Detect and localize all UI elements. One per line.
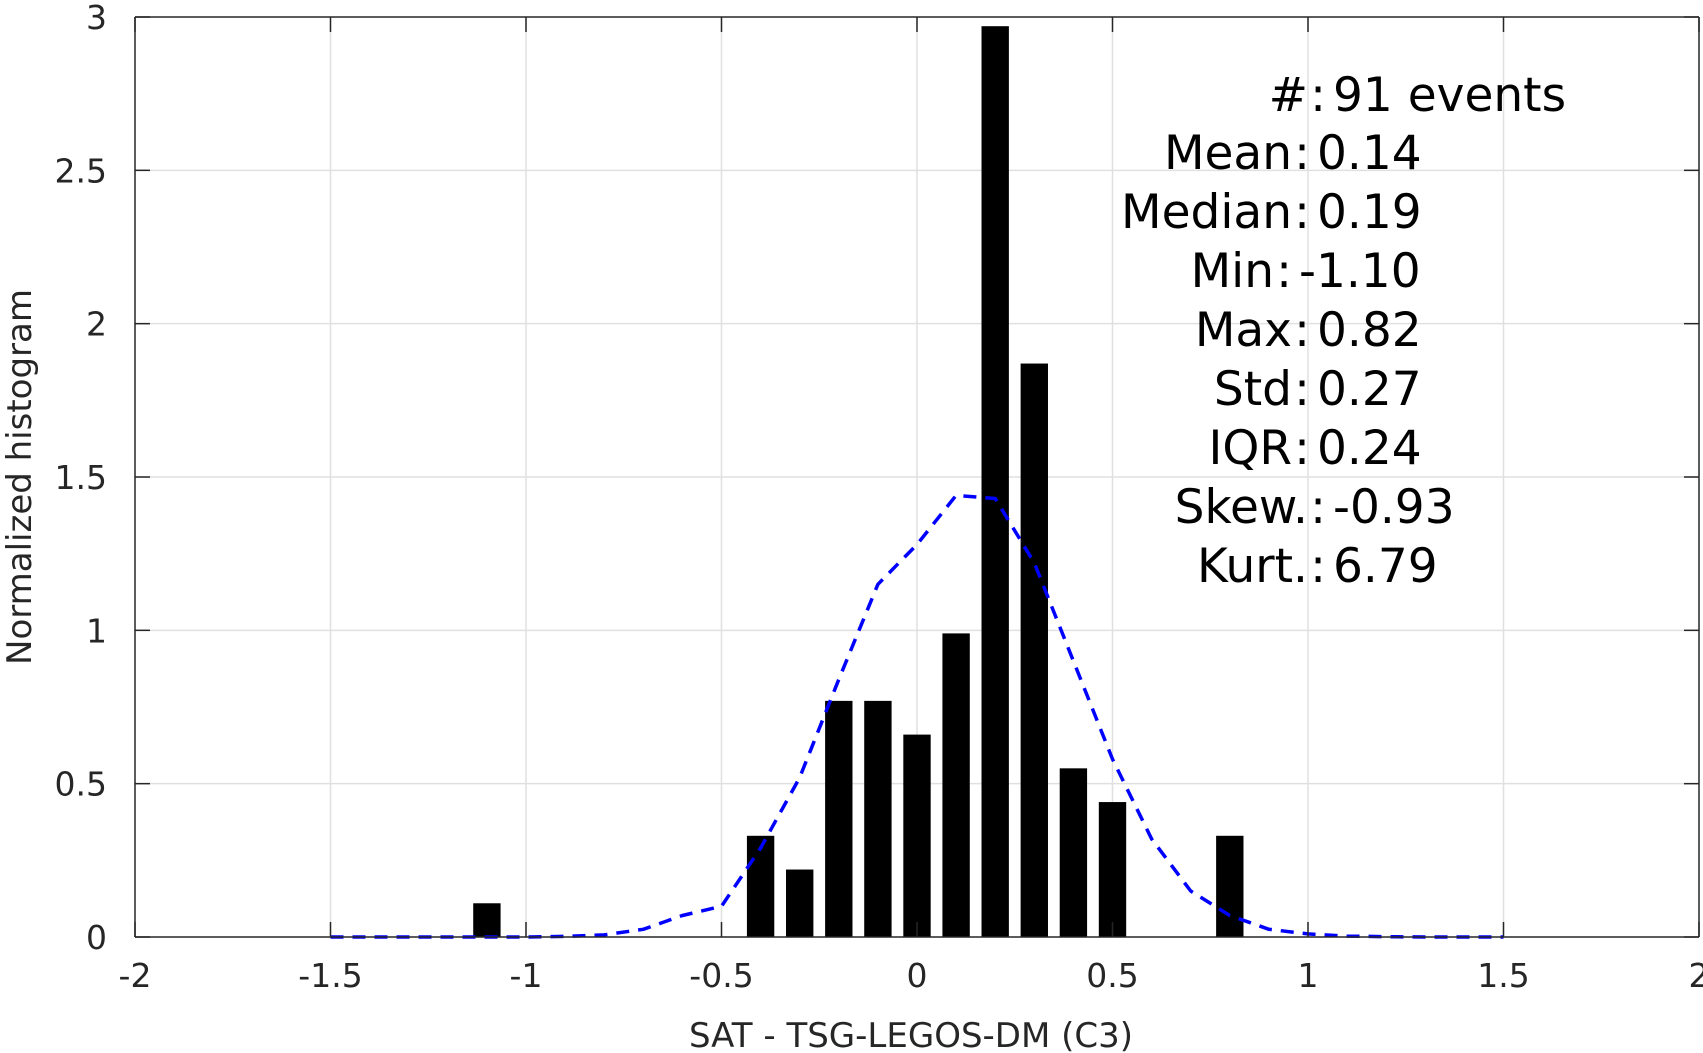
histogram-bar	[825, 700, 853, 937]
x-tick-label: 1.5	[1477, 956, 1529, 995]
stats-colon: :	[1294, 362, 1310, 417]
stats-value: 0.19	[1317, 185, 1422, 240]
y-axis-ticks: 0 0.5 1 1.5 2 2.5 3	[55, 0, 1699, 957]
y-tick-label: 0	[86, 918, 107, 957]
histogram-bar	[473, 903, 501, 937]
stats-label: Skew.	[1175, 480, 1308, 535]
y-tick-label: 2	[86, 305, 107, 344]
x-tick-label: 2	[1689, 956, 1703, 995]
stats-colon: :	[1310, 480, 1326, 535]
stats-value: -0.93	[1333, 480, 1455, 535]
histogram-bar	[786, 869, 814, 937]
stats-value: 0.27	[1317, 362, 1422, 417]
y-tick-label: 2.5	[55, 151, 107, 190]
stats-value: 0.24	[1317, 421, 1422, 476]
stats-colon: :	[1276, 244, 1292, 299]
stats-label: Median	[1121, 185, 1292, 240]
y-axis-label: Normalized histogram	[0, 289, 40, 665]
stats-value: 0.82	[1317, 303, 1422, 358]
y-tick-label: 1	[86, 611, 107, 650]
stats-value: 91 events	[1333, 68, 1566, 123]
histogram-bar	[1098, 802, 1127, 937]
stats-colon: :	[1294, 303, 1310, 358]
histogram-bar	[1216, 835, 1244, 937]
stats-value: 6.79	[1333, 539, 1438, 594]
stats-label: Mean	[1164, 126, 1292, 181]
histogram-bar	[864, 700, 892, 937]
histogram-bar	[981, 26, 1009, 937]
x-tick-label: -2	[119, 956, 152, 995]
stats-label: Kurt.	[1197, 539, 1308, 594]
stats-label: IQR	[1208, 421, 1292, 476]
y-tick-label: 3	[86, 0, 107, 37]
x-tick-label: -0.5	[689, 956, 753, 995]
grid-lines	[135, 17, 1699, 937]
stats-label: Min	[1191, 244, 1274, 299]
histogram-bar	[942, 633, 970, 937]
histogram-bar	[1020, 363, 1048, 937]
stats-colon: :	[1310, 68, 1326, 123]
histogram-bar	[746, 835, 775, 937]
x-axis-label: SAT - TSG-LEGOS-DM (C3)	[689, 1016, 1133, 1053]
stats-label: #	[1269, 68, 1308, 123]
x-tick-label: -1	[510, 956, 543, 995]
stats-colon: :	[1294, 185, 1310, 240]
stats-colon: :	[1294, 421, 1310, 476]
x-tick-label: -1.5	[298, 956, 362, 995]
stats-label: Max	[1195, 303, 1292, 358]
stats-value: -1.10	[1299, 244, 1421, 299]
x-tick-label: 0.5	[1086, 956, 1138, 995]
stats-value: 0.14	[1317, 126, 1422, 181]
histogram-bars	[473, 26, 1244, 937]
stats-label: Std	[1214, 362, 1292, 417]
histogram-bar	[1059, 768, 1088, 937]
y-tick-label: 0.5	[55, 765, 107, 804]
stats-colon: :	[1294, 126, 1310, 181]
x-axis-ticks: -2 -1.5 -1 -0.5 0 0.5 1 1.5 2	[119, 17, 1703, 995]
stats-colon: :	[1310, 539, 1326, 594]
histogram-bar	[903, 734, 931, 937]
x-tick-label: 1	[1298, 956, 1319, 995]
x-tick-label: 0	[907, 956, 928, 995]
y-tick-label: 1.5	[55, 458, 107, 497]
